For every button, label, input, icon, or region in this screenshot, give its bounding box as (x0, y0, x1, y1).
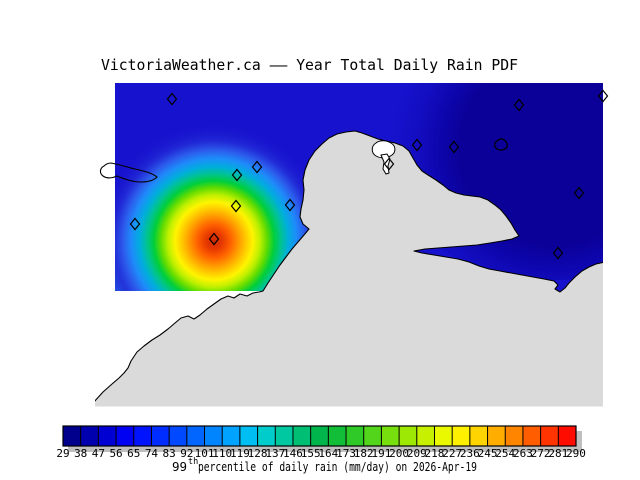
colorbar-tick-label: 182 (354, 447, 374, 460)
colorbar-tick-label: 290 (566, 447, 586, 460)
colorbar-tick-label: 263 (513, 447, 533, 460)
colorbar-tick-label: 191 (371, 447, 391, 460)
colorbar-border (62, 425, 577, 447)
colorbar-tick-label: 236 (460, 447, 480, 460)
colorbar-tick-label: 218 (425, 447, 445, 460)
colorbar-segment (222, 426, 240, 446)
colorbar-segment (558, 426, 576, 446)
figure-title: VictoriaWeather.ca —— Year Total Daily R… (101, 56, 518, 74)
colorbar-segment (434, 426, 453, 446)
colorbar-tick-label: 38 (74, 447, 87, 460)
colorbar-tick-label: 47 (92, 447, 105, 460)
station-marker-diamond (411, 138, 423, 152)
colorbar-tick-label: 29 (56, 447, 69, 460)
colorbar-segment (98, 426, 117, 446)
station-marker-diamond (513, 98, 525, 112)
lake-arm-outline (380, 153, 391, 175)
colorbar-caption: 99 th percentile of daily rain (mm/day) … (172, 457, 477, 474)
station-marker-diamond (284, 198, 296, 212)
colorbar-segment (452, 426, 470, 446)
colorbar-segment (116, 426, 134, 446)
station-marker-diamond (448, 140, 460, 154)
colorbar-segment (169, 426, 187, 446)
colorbar-tick-label: 227 (442, 447, 462, 460)
colorbar-tick-label: 146 (283, 447, 303, 460)
colorbar-segment (363, 426, 382, 446)
colorbar-segment (540, 426, 559, 446)
colorbar-segment (257, 426, 276, 446)
colorbar-tick-label: 92 (180, 447, 193, 460)
colorbar-segment (151, 426, 170, 446)
colorbar-tick-label: 56 (109, 447, 122, 460)
colorbar-segment (346, 426, 364, 446)
colorbar-segment (80, 426, 99, 446)
colorbar-segment (522, 426, 541, 446)
colorbar-segment (63, 426, 81, 446)
colorbar-tick-label: 164 (318, 447, 338, 460)
colorbar-tick-label: 101 (195, 447, 215, 460)
colorbar-tick-label: 245 (478, 447, 498, 460)
colorbar-tick-label: 110 (212, 447, 232, 460)
land-layer (95, 130, 603, 407)
colorbar-segment (381, 426, 400, 446)
colorbar-segment (487, 426, 506, 446)
station-marker-diamond (231, 168, 243, 182)
colorbar-tick-label: 74 (145, 447, 159, 460)
caption-base: 99 (172, 459, 187, 474)
colorbar-tick-label: 281 (548, 447, 568, 460)
station-markers (129, 89, 609, 260)
colorbar-segment (416, 426, 435, 446)
station-marker-diamond (129, 217, 141, 231)
station-marker-diamond (573, 186, 585, 200)
colorbar-tick-label: 65 (127, 447, 140, 460)
caption-text: percentile of daily rain (mm/day) on 202… (198, 459, 477, 474)
colorbar-segment (310, 426, 329, 446)
colorbar-segment (505, 426, 523, 446)
colorbar-segment (292, 426, 311, 446)
colorbar-tick-label: 200 (389, 447, 409, 460)
colorbar-segments (63, 426, 576, 446)
colorbar-tick-label: 83 (163, 447, 176, 460)
station-marker-diamond (383, 157, 395, 171)
station-marker-diamond (208, 232, 220, 246)
colorbar-tick-labels: 29 38 47 56 65 74 83 92 101110119128137146155164… (56, 447, 586, 460)
colorbar-segment (399, 426, 417, 446)
colorbar-segment (204, 426, 223, 446)
colorbar-segment (239, 426, 258, 446)
island-outline-west (99, 162, 158, 183)
colorbar-tick-label: 128 (248, 447, 268, 460)
caption-superscript: th (188, 457, 198, 467)
colorbar-tick-label: 155 (301, 447, 321, 460)
land-mass (95, 130, 603, 407)
colorbar-segment (275, 426, 293, 446)
colorbar-segment (469, 426, 488, 446)
colorbar-tick-label: 254 (495, 447, 515, 460)
station-marker-diamond (597, 89, 609, 103)
colorbar-tick-label: 173 (336, 447, 356, 460)
colorbar-tick-label: 119 (230, 447, 250, 460)
colorbar-segment (133, 426, 152, 446)
colorbar-tick-label: 137 (265, 447, 285, 460)
station-marker-diamond (166, 92, 178, 106)
lake-outline (371, 140, 396, 159)
colorbar-tick-label: 209 (407, 447, 427, 460)
station-marker-diamond (230, 199, 242, 213)
island-outline-east (494, 138, 508, 151)
station-marker-diamond (251, 160, 263, 174)
colorbar-segment (186, 426, 205, 446)
colorbar: 29 38 47 56 65 74 83 92 101110119128137146155164… (56, 425, 586, 460)
rain-hotspot (115, 123, 332, 291)
colorbar-segment (328, 426, 347, 446)
colorbar-tick-label: 272 (531, 447, 551, 460)
station-marker-diamond (552, 246, 564, 260)
